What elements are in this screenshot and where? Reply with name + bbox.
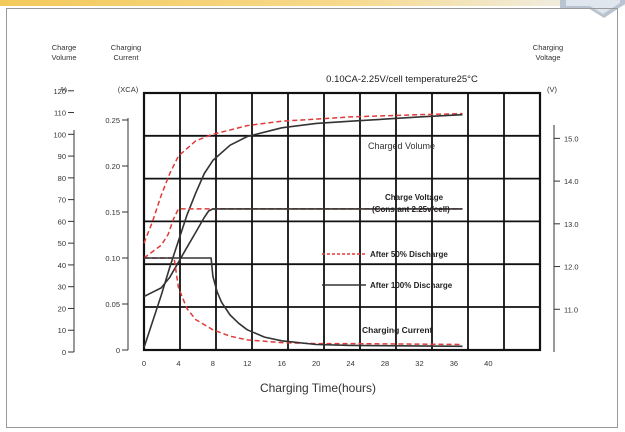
current-tick-label: 0.15 (105, 208, 120, 217)
volume-axis-label-line2: Volume (51, 53, 76, 62)
volume-tick-label: 50 (58, 239, 66, 248)
x-tick-label: 0 (142, 359, 146, 368)
current-tick-label: 0.25 (105, 116, 120, 125)
voltage-tick-label: 14.0 (564, 177, 579, 186)
chart-grid (143, 93, 541, 350)
volume-tick-label: 110 (54, 109, 66, 118)
voltage-axis-label-line1: Charging (533, 43, 563, 52)
x-tick-label: 36 (450, 359, 458, 368)
volume-axis-unit: % (61, 85, 68, 94)
series-charging-current-after-100 (144, 257, 463, 348)
annotation-charge-voltage-note: (Constant 2.25v/cell) (372, 205, 450, 214)
voltage-tick-label: 12.0 (564, 263, 579, 272)
volume-tick-label: 40 (58, 261, 66, 270)
x-tick-label: 8 (211, 359, 215, 368)
volume-tick-label: 90 (58, 152, 66, 161)
chart-curves (143, 112, 463, 348)
legend-label-after-100: After 100% Discharge (370, 281, 453, 290)
current-tick-label: 0 (116, 346, 120, 355)
top-accent-strip (0, 0, 625, 6)
current-tick-label: 0.10 (105, 254, 120, 263)
x-tick-label: 32 (415, 359, 423, 368)
volume-tick-label: 30 (58, 283, 66, 292)
voltage-axis-unit: (V) (547, 85, 558, 94)
volume-tick-label: 0 (62, 348, 66, 357)
x-tick-label: 40 (484, 359, 492, 368)
x-tick-label: 20 (312, 359, 320, 368)
corner-arrow-icon (560, 0, 625, 18)
volume-tick-label: 120 (53, 87, 66, 96)
axis-ticks: 0 4 8 12 16 20 24 28 32 36 40 0 10 20 30 40 50 60 70 80 90 10… (53, 87, 578, 368)
annotation-charge-voltage: Charge Voltage (385, 193, 444, 202)
voltage-tick-label: 15.0 (564, 134, 579, 143)
x-tick-label: 12 (243, 359, 251, 368)
volume-tick-label: 10 (58, 326, 66, 335)
current-axis-label-line1: Charging (111, 43, 141, 52)
series-charging-current-after-50 (144, 257, 463, 346)
x-axis-label: Charging Time(hours) (260, 381, 376, 395)
voltage-tick-label: 13.0 (564, 220, 579, 229)
series-charged-volume-after-50 (143, 112, 463, 244)
current-axis-label-line2: Current (113, 53, 139, 62)
legend-label-after-50: After 50% Discharge (370, 250, 448, 259)
series-charged-volume-after-100 (143, 113, 463, 348)
volume-axis-label-line1: Charge (52, 43, 77, 52)
volume-tick-label: 100 (53, 130, 66, 139)
current-tick-label: 0.05 (105, 300, 120, 309)
series-charge-voltage-after-50 (143, 208, 463, 259)
voltage-axis-label-line2: Voltage (535, 53, 560, 62)
current-axis-unit: (XCA) (118, 85, 139, 94)
x-tick-label: 4 (176, 359, 180, 368)
volume-tick-label: 80 (58, 174, 66, 183)
volume-tick-label: 60 (58, 217, 66, 226)
voltage-tick-label: 11.0 (564, 305, 578, 314)
slide-frame (6, 8, 618, 428)
current-tick-label: 0.20 (105, 162, 120, 171)
plot-area (142, 91, 542, 352)
x-tick-label: 24 (346, 359, 354, 368)
x-tick-label: 28 (381, 359, 389, 368)
x-tick-label: 16 (278, 359, 286, 368)
annotation-charged-volume: Charged Volume (368, 141, 435, 151)
annotation-charging-current: Charging Current (362, 325, 433, 335)
chart-title: 0.10CA-2.25V/cell temperature25°C (326, 74, 478, 85)
volume-tick-label: 70 (58, 196, 66, 205)
volume-tick-label: 20 (58, 304, 66, 313)
series-charge-voltage-after-100 (143, 208, 463, 298)
